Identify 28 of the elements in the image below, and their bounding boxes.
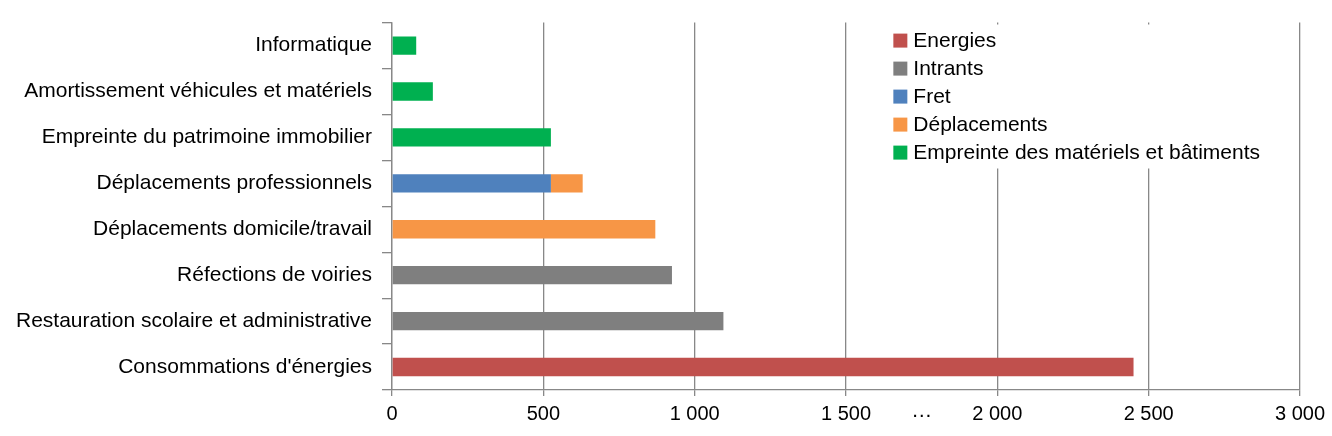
text: …	[911, 398, 933, 421]
x-tick-label: 1 000	[669, 401, 720, 424]
x-tick-label: 2 000	[972, 401, 1023, 424]
bar	[392, 357, 1134, 377]
legend-label: Fret	[913, 84, 951, 108]
bar	[392, 36, 417, 55]
y-tick-label: Restauration scolaire et administrative	[16, 307, 372, 331]
bar	[392, 82, 433, 101]
y-tick-label: Déplacements professionnels	[96, 170, 372, 194]
legend-label: Empreinte des matériels et bâtiments	[913, 140, 1260, 164]
bar	[550, 174, 583, 193]
y-tick-label: Déplacements domicile/travail	[93, 216, 372, 240]
legend-label: Intrants	[913, 56, 984, 80]
x-tick-label: 1 500	[820, 401, 872, 424]
y-tick-label: Empreinte du patrimoine immobilier	[41, 124, 372, 148]
legend-label: Energies	[913, 28, 997, 52]
y-tick-label: Consommations d'énergies	[118, 353, 372, 377]
y-tick-label: Informatique	[255, 32, 372, 56]
x-tick-label: 0	[386, 401, 398, 424]
bar	[392, 128, 551, 147]
bar	[392, 174, 551, 193]
y-tick-label: Amortissement véhicules et matériels	[24, 78, 372, 102]
x-tick-label: 2 500	[1123, 401, 1174, 424]
y-tick-label: Réfections de voiries	[177, 261, 372, 285]
bar	[392, 220, 656, 239]
x-tick-label: 500	[526, 401, 561, 424]
legend-label: Déplacements	[913, 112, 1048, 136]
x-tick-label: 3 000	[1274, 401, 1326, 424]
